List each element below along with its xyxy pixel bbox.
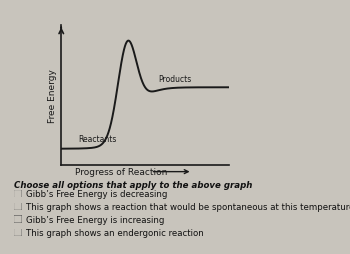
Text: Products: Products <box>159 75 192 84</box>
Text: Progress of Reaction: Progress of Reaction <box>75 167 168 176</box>
Text: This graph shows an endergonic reaction: This graph shows an endergonic reaction <box>26 228 204 237</box>
Text: Choose all options that apply to the above graph: Choose all options that apply to the abo… <box>14 180 252 189</box>
Text: Gibb’s Free Energy is decreasing: Gibb’s Free Energy is decreasing <box>26 189 168 198</box>
FancyBboxPatch shape <box>14 203 22 210</box>
Text: This graph shows a reaction that would be spontaneous at this temperature: This graph shows a reaction that would b… <box>26 202 350 211</box>
FancyBboxPatch shape <box>14 229 22 236</box>
Y-axis label: Free Energy: Free Energy <box>48 68 57 122</box>
Text: Gibb’s Free Energy is increasing: Gibb’s Free Energy is increasing <box>26 215 164 224</box>
Text: Reactants: Reactants <box>78 135 117 144</box>
FancyBboxPatch shape <box>14 215 22 223</box>
FancyBboxPatch shape <box>14 190 22 198</box>
